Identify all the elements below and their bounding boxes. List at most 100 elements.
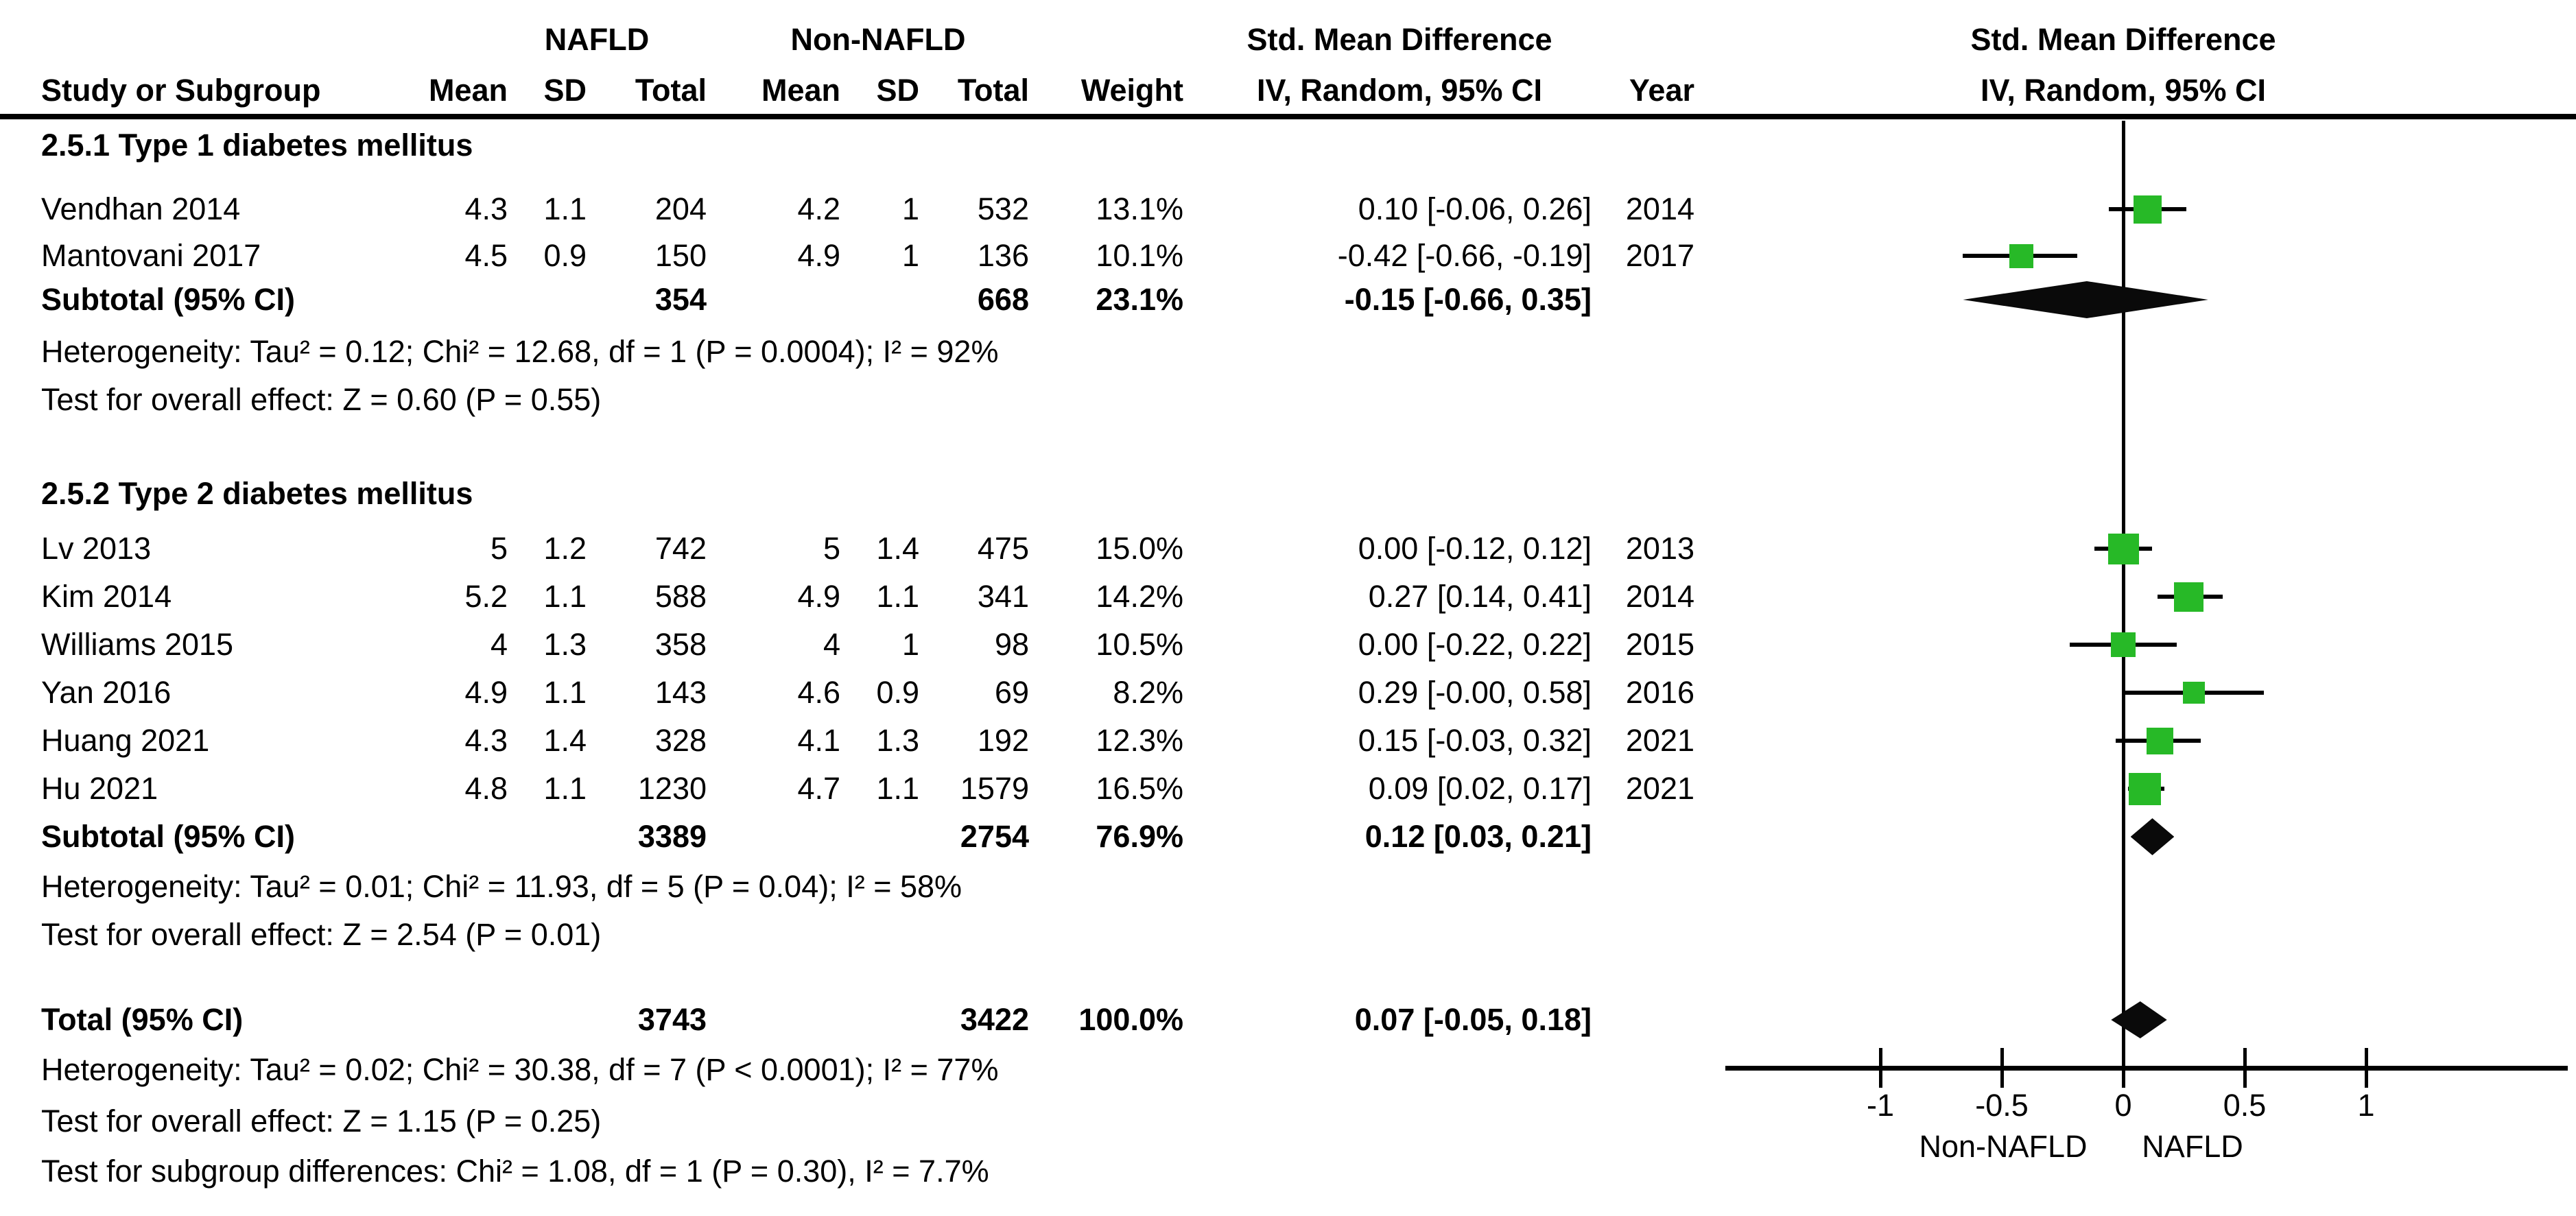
- col-total-non-nafld: Total: [957, 73, 1029, 108]
- year-value: 2021: [1625, 723, 1694, 758]
- overall-effect-note: Test for overall effect: Z = 1.15 (P = 0…: [0, 1097, 2576, 1146]
- axis-tick: [2365, 1048, 2368, 1088]
- study-row: Yan 2016 4.9 1.1 143 4.6 0.9 69 8.2% 0.29 [-0.00…: [0, 668, 2576, 717]
- non-nafld-sd: 0.9: [876, 675, 919, 710]
- header-divider: [0, 114, 2576, 119]
- non-nafld-mean: 4.6: [797, 675, 840, 710]
- axis-tick-label: 0.5: [2223, 1088, 2267, 1123]
- non-nafld-mean: 4.2: [797, 191, 840, 226]
- col-sd-nafld: SD: [543, 73, 587, 108]
- subgroup-note-text: Test for subgroup differences: Chi² = 1.…: [41, 1154, 989, 1189]
- col-year: Year: [1629, 73, 1694, 108]
- group-title: 2.5.1 Type 1 diabetes mellitus: [0, 121, 2576, 170]
- non-nafld-sd: 1.4: [876, 531, 919, 566]
- ci-text: 0.15 [-0.03, 0.32]: [1358, 723, 1592, 758]
- study-row: Hu 2021 4.8 1.1 1230 4.7 1.1 1579 16.5% 0.09 [0.…: [0, 764, 2576, 813]
- nafld-group-header: NAFLD: [544, 22, 650, 57]
- nafld-sd: 1.1: [543, 579, 587, 614]
- nafld-mean: 4.8: [464, 771, 508, 806]
- ci-text: 0.12 [0.03, 0.21]: [1364, 819, 1592, 854]
- year-value: 2016: [1625, 675, 1694, 710]
- non-nafld-mean: 4.9: [797, 238, 840, 273]
- non-nafld-group-header: Non-NAFLD: [790, 22, 966, 57]
- col-total-nafld: Total: [635, 73, 707, 108]
- nafld-total: 150: [654, 238, 707, 273]
- col-study: Study or Subgroup: [41, 73, 321, 108]
- overall-effect-note-text: Test for overall effect: Z = 2.54 (P = 0…: [41, 917, 602, 952]
- header-group-labels: NAFLD Non-NAFLD Std. Mean Difference Std…: [0, 15, 2576, 64]
- heterogeneity-note: Heterogeneity: Tau² = 0.12; Chi² = 12.68…: [0, 327, 2576, 377]
- non-nafld-mean: 4.1: [797, 723, 840, 758]
- axis-tick-label: -0.5: [1975, 1088, 2029, 1123]
- axis-tick: [2243, 1048, 2247, 1088]
- heterogeneity-note-text: Heterogeneity: Tau² = 0.12; Chi² = 12.68…: [41, 334, 999, 369]
- non-nafld-sd: 1: [901, 238, 919, 273]
- pooled-label: Subtotal (95% CI): [41, 819, 296, 854]
- nafld-sd: 1.1: [543, 771, 587, 806]
- nafld-sd: 1.2: [543, 531, 587, 566]
- study-name: Yan 2016: [41, 675, 172, 710]
- weight-value: 100.0%: [1078, 1002, 1183, 1037]
- non-nafld-mean: 4.7: [797, 771, 840, 806]
- ci-text: 0.10 [-0.06, 0.26]: [1358, 191, 1592, 226]
- non-nafld-total: 1579: [960, 771, 1029, 806]
- nafld-total: 3389: [637, 819, 707, 854]
- overall-effect-note: Test for overall effect: Z = 2.54 (P = 0…: [0, 910, 2576, 959]
- year-value: 2013: [1625, 531, 1694, 566]
- non-nafld-total: 192: [977, 723, 1029, 758]
- col-ci-right: IV, Random, 95% CI: [1981, 73, 2266, 108]
- col-sd-non-nafld: SD: [876, 73, 919, 108]
- ci-text: 0.29 [-0.00, 0.58]: [1358, 675, 1592, 710]
- effect-square: [2133, 195, 2162, 224]
- year-value: 2015: [1625, 627, 1694, 662]
- axis-tick-label: -1: [1866, 1088, 1894, 1123]
- overall-effect-note-text: Test for overall effect: Z = 0.60 (P = 0…: [41, 382, 602, 417]
- effect-square: [2111, 632, 2136, 657]
- subtotal-row: Subtotal (95% CI) 354 668 23.1% -0.15 [-0.66…: [0, 275, 2576, 324]
- nafld-mean: 4: [490, 627, 508, 662]
- effect-square: [2129, 772, 2162, 805]
- ci-text: -0.42 [-0.66, -0.19]: [1337, 238, 1592, 273]
- nafld-sd: 1.1: [543, 191, 587, 226]
- nafld-total: 143: [654, 675, 707, 710]
- overall-effect-note: Test for overall effect: Z = 0.60 (P = 0…: [0, 375, 2576, 425]
- study-name: Huang 2021: [41, 723, 210, 758]
- col-mean-non-nafld: Mean: [761, 73, 840, 108]
- weight-value: 16.5%: [1096, 771, 1183, 806]
- effect-square: [2174, 582, 2204, 612]
- pooled-diamond: [1963, 281, 2208, 318]
- study-name: Mantovani 2017: [41, 238, 261, 273]
- non-nafld-sd: 1: [901, 627, 919, 662]
- group-title: 2.5.2 Type 2 diabetes mellitus: [0, 469, 2576, 518]
- group-title-text: 2.5.1 Type 1 diabetes mellitus: [41, 128, 473, 163]
- non-nafld-mean: 5: [823, 531, 840, 566]
- heterogeneity-note-text: Heterogeneity: Tau² = 0.01; Chi² = 11.93…: [41, 869, 962, 904]
- weight-value: 15.0%: [1096, 531, 1183, 566]
- weight-value: 13.1%: [1096, 191, 1183, 226]
- axis-tick: [1879, 1048, 1882, 1088]
- heterogeneity-note-text: Heterogeneity: Tau² = 0.02; Chi² = 30.38…: [41, 1052, 999, 1087]
- pooled-label: Subtotal (95% CI): [41, 282, 296, 317]
- col-ci-left: IV, Random, 95% CI: [1257, 73, 1542, 108]
- subgroup-note: Test for subgroup differences: Chi² = 1.…: [0, 1147, 2576, 1196]
- ci-text: 0.09 [0.02, 0.17]: [1368, 771, 1592, 806]
- heterogeneity-note: Heterogeneity: Tau² = 0.01; Chi² = 11.93…: [0, 862, 2576, 911]
- axis-label-left: Non-NAFLD: [1919, 1129, 2088, 1164]
- axis-tick-label: 0: [2114, 1088, 2132, 1123]
- study-row: Vendhan 2014 4.3 1.1 204 4.2 1 532 13.1% 0.10 [-…: [0, 184, 2576, 234]
- ci-text: 0.00 [-0.22, 0.22]: [1358, 627, 1592, 662]
- non-nafld-total: 532: [977, 191, 1029, 226]
- overall-effect-note-text: Test for overall effect: Z = 1.15 (P = 0…: [41, 1104, 602, 1138]
- effect-square: [2182, 682, 2205, 704]
- nafld-mean: 5.2: [464, 579, 508, 614]
- nafld-total: 354: [654, 282, 707, 317]
- group-title-text: 2.5.2 Type 2 diabetes mellitus: [41, 476, 473, 511]
- study-name: Vendhan 2014: [41, 191, 241, 226]
- effect-square: [2146, 727, 2173, 754]
- nafld-sd: 0.9: [543, 238, 587, 273]
- year-value: 2014: [1625, 191, 1694, 226]
- col-weight: Weight: [1080, 73, 1183, 108]
- non-nafld-total: 3422: [960, 1002, 1029, 1037]
- study-row: Williams 2015 4 1.3 358 4 1 98 10.5% 0.00 [-0.22…: [0, 620, 2576, 669]
- weight-value: 76.9%: [1096, 819, 1183, 854]
